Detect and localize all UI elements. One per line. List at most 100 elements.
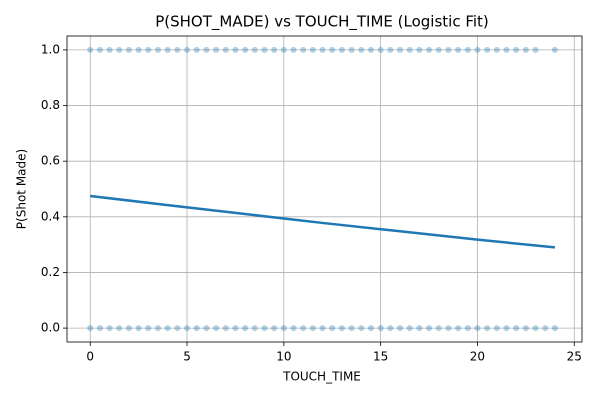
scatter-point	[455, 46, 462, 53]
scatter-point	[474, 325, 481, 332]
scatter-point	[300, 46, 307, 53]
scatter-point	[242, 46, 249, 53]
scatter-point	[435, 46, 442, 53]
scatter-point	[96, 325, 103, 332]
scatter-point	[87, 325, 94, 332]
y-tick-label: 0.8	[41, 98, 60, 112]
x-tick-label: 0	[86, 350, 94, 364]
scatter-point	[213, 325, 220, 332]
scatter-point	[193, 325, 200, 332]
scatter-point	[154, 325, 161, 332]
scatter-point	[232, 325, 239, 332]
x-axis-label: TOUCH_TIME	[282, 370, 361, 384]
scatter-point	[222, 325, 229, 332]
scatter-point	[367, 325, 374, 332]
scatter-point	[96, 46, 103, 53]
scatter-point	[309, 325, 316, 332]
scatter-point	[348, 46, 355, 53]
scatter-point	[87, 46, 94, 53]
fit-line	[90, 194, 556, 249]
scatter-point	[474, 46, 481, 53]
scatter-point	[116, 46, 123, 53]
scatter-point	[174, 46, 181, 53]
scatter-point	[377, 46, 384, 53]
scatter-point	[406, 325, 413, 332]
scatter-point	[551, 325, 558, 332]
scatter-point	[493, 325, 500, 332]
scatter-point	[503, 46, 510, 53]
y-axis-label: P(Shot Made)	[15, 149, 29, 229]
scatter-point	[290, 325, 297, 332]
scatter-point	[222, 46, 229, 53]
scatter-point	[522, 325, 529, 332]
scatter-point	[377, 325, 384, 332]
y-tick-label: 0.0	[41, 321, 60, 335]
x-tick-label: 10	[276, 350, 291, 364]
scatter-point	[329, 325, 336, 332]
scatter-point	[309, 46, 316, 53]
scatter-point	[106, 46, 113, 53]
scatter-point	[232, 46, 239, 53]
scatter-point	[445, 46, 452, 53]
scatter-point	[532, 325, 539, 332]
scatter-point	[164, 46, 171, 53]
scatter-point	[193, 46, 200, 53]
scatter-point	[135, 325, 142, 332]
scatter-point	[338, 46, 345, 53]
scatter-point	[251, 46, 258, 53]
scatter-point	[213, 46, 220, 53]
scatter-point	[532, 46, 539, 53]
scatter-point	[358, 46, 365, 53]
scatter-point	[397, 46, 404, 53]
scatter-point	[484, 46, 491, 53]
scatter-point	[406, 46, 413, 53]
scatter-point	[184, 325, 191, 332]
scatter-point	[435, 325, 442, 332]
scatter-point	[261, 325, 268, 332]
x-tick-label: 15	[373, 350, 388, 364]
scatter-point	[319, 325, 326, 332]
scatter-point	[426, 46, 433, 53]
scatter-point	[551, 46, 558, 53]
y-tick-label: 1.0	[41, 42, 60, 56]
scatter-point	[135, 46, 142, 53]
scatter-point	[300, 325, 307, 332]
scatter-point	[329, 46, 336, 53]
scatter-point	[445, 325, 452, 332]
scatter-point	[154, 46, 161, 53]
y-tick-label: 0.6	[41, 154, 60, 168]
scatter-point	[338, 325, 345, 332]
scatter-point	[203, 325, 210, 332]
scatter-point	[416, 46, 423, 53]
scatter-point	[106, 325, 113, 332]
scatter-point	[503, 325, 510, 332]
scatter-point	[464, 325, 471, 332]
scatter-point	[358, 325, 365, 332]
scatter-point	[116, 325, 123, 332]
scatter-point	[125, 46, 132, 53]
y-tick-label: 0.4	[41, 209, 60, 223]
scatter-point	[348, 325, 355, 332]
scatter-point	[416, 325, 423, 332]
scatter-point	[174, 325, 181, 332]
x-tick-label: 20	[470, 350, 485, 364]
scatter-point	[426, 325, 433, 332]
scatter-point	[280, 325, 287, 332]
plot-frame	[66, 35, 583, 343]
scatter-point	[184, 46, 191, 53]
scatter-point	[203, 46, 210, 53]
scatter-point	[251, 325, 258, 332]
scatter-point	[387, 46, 394, 53]
scatter-point	[513, 325, 520, 332]
scatter-point	[271, 325, 278, 332]
scatter-point	[261, 46, 268, 53]
y-tick-label: 0.2	[41, 265, 60, 279]
scatter-point	[145, 46, 152, 53]
scatter-point	[522, 46, 529, 53]
scatter-point	[242, 325, 249, 332]
scatter-point	[319, 46, 326, 53]
chart-title: P(SHOT_MADE) vs TOUCH_TIME (Logistic Fit…	[155, 13, 489, 32]
scatter-point	[280, 46, 287, 53]
scatter-point	[513, 46, 520, 53]
